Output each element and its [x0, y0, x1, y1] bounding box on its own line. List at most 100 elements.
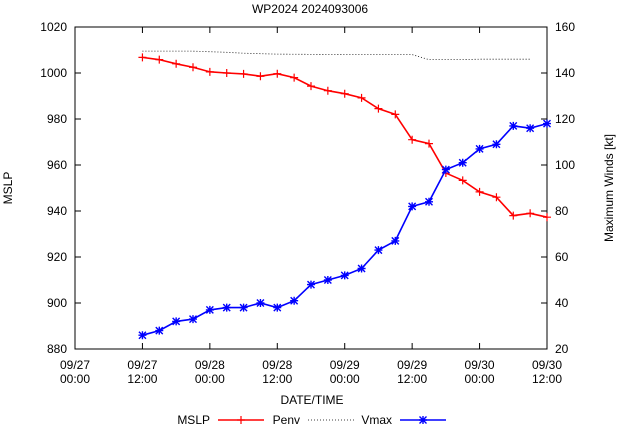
star-marker: [189, 315, 197, 324]
x-axis-label: DATE/TIME: [280, 393, 343, 407]
y-axis-left: 880 900 920 940 960 980 1000 1020: [40, 20, 81, 356]
plus-marker: [374, 104, 383, 113]
plus-marker: [205, 67, 214, 76]
star-marker: [526, 124, 535, 133]
y-right-tick-label: 20: [555, 342, 569, 356]
star-marker: [408, 202, 417, 211]
y-axis-left-label: MSLP: [1, 172, 15, 205]
y-axis-right-label: Maximum Winds [kt]: [602, 134, 616, 242]
star-marker: [441, 165, 450, 174]
plus-marker: [273, 69, 282, 78]
x-tick-label: 09/30: [532, 358, 562, 372]
star-marker: [475, 144, 484, 153]
star-marker: [222, 303, 231, 312]
y-left-tick-label: 900: [47, 296, 67, 310]
x-tick-label: 12:00: [397, 372, 427, 386]
x-tick-label: 09/28: [262, 358, 292, 372]
legend-label: MSLP: [177, 413, 210, 427]
x-tick-label: 09/29: [330, 358, 360, 372]
star-marker: [172, 317, 181, 326]
y-left-tick-label: 940: [47, 204, 67, 218]
star-marker: [543, 119, 551, 128]
plus-marker: [425, 139, 433, 148]
plus-marker: [323, 86, 332, 95]
star-marker: [391, 236, 400, 245]
star-marker: [273, 303, 282, 312]
y-right-tick-label: 120: [555, 112, 575, 126]
x-tick-label: 09/27: [60, 358, 90, 372]
plus-marker: [357, 93, 366, 102]
plus-marker: [155, 55, 164, 64]
x-tick-label: 09/28: [195, 358, 225, 372]
plus-marker: [222, 69, 231, 77]
legend: MSLP Penv Vmax: [177, 413, 446, 427]
legend-label: Vmax: [361, 413, 392, 427]
plus-marker: [475, 187, 484, 196]
star-marker: [492, 140, 501, 149]
plus-marker: [543, 213, 551, 222]
plus-marker: [492, 193, 501, 202]
plus-marker: [239, 69, 248, 78]
chart-title: WP2024 2024093006: [252, 2, 368, 16]
plot-frame: [74, 26, 548, 350]
y-left-tick-label: 920: [47, 250, 67, 264]
plus-marker: [526, 209, 535, 218]
plus-marker: [290, 73, 299, 82]
plus-marker: [172, 59, 181, 68]
y-axis-right: 20 40 60 80 100 120 140 160: [541, 20, 575, 356]
star-marker: [138, 331, 147, 340]
y-right-tick-label: 60: [555, 250, 569, 264]
y-left-tick-label: 980: [47, 112, 67, 126]
reference-line-path: [142, 50, 531, 61]
plus-marker: [391, 110, 400, 119]
y-left-tick-label: 1020: [40, 20, 67, 34]
star-marker: [458, 158, 467, 167]
plus-marker: [256, 72, 265, 81]
y-right-tick-label: 40: [555, 296, 569, 310]
x-tick-label: 12:00: [532, 372, 562, 386]
series-penv: [138, 53, 551, 222]
x-tick-label: 00:00: [330, 372, 360, 386]
plus-marker: [408, 135, 417, 144]
plus-marker: [138, 53, 147, 62]
plus-marker: [340, 89, 349, 98]
x-tick-label: 00:00: [195, 372, 225, 386]
series-layer: [138, 53, 551, 340]
legend-label: Penv: [273, 413, 300, 427]
y-left-tick-label: 960: [47, 158, 67, 172]
star-marker: [256, 299, 265, 307]
star-marker: [509, 121, 518, 130]
y-right-tick-label: 100: [555, 158, 575, 172]
x-tick-label: 09/30: [465, 358, 495, 372]
plus-marker: [307, 82, 315, 91]
x-tick-label: 12:00: [262, 372, 292, 386]
star-marker: [425, 197, 433, 206]
x-tick-label: 09/29: [397, 358, 427, 372]
star-marker: [340, 271, 349, 280]
x-tick-label: 00:00: [60, 372, 90, 386]
star-marker: [307, 280, 315, 289]
star-marker: [290, 296, 299, 305]
plus-marker: [509, 211, 518, 220]
x-axis: 09/2700:0009/2712:0009/2800:0009/2812:00…: [60, 27, 562, 386]
star-marker: [239, 303, 248, 312]
star-marker: [419, 416, 427, 424]
star-marker: [357, 264, 366, 273]
star-marker: [155, 326, 164, 335]
y-right-tick-label: 160: [555, 20, 575, 34]
series-vmax: [138, 119, 551, 340]
x-tick-label: 09/27: [127, 358, 157, 372]
series-line: [142, 122, 548, 336]
reference-line: [142, 50, 531, 61]
y-right-tick-label: 80: [555, 204, 569, 218]
x-tick-label: 00:00: [465, 372, 495, 386]
plus-marker: [189, 63, 197, 72]
plus-marker: [458, 176, 467, 185]
star-marker: [205, 305, 214, 314]
y-right-tick-label: 140: [555, 66, 575, 80]
y-left-tick-label: 1000: [40, 66, 67, 80]
plus-marker: [237, 416, 245, 424]
series-line: [142, 56, 548, 218]
y-left-tick-label: 880: [47, 342, 67, 356]
